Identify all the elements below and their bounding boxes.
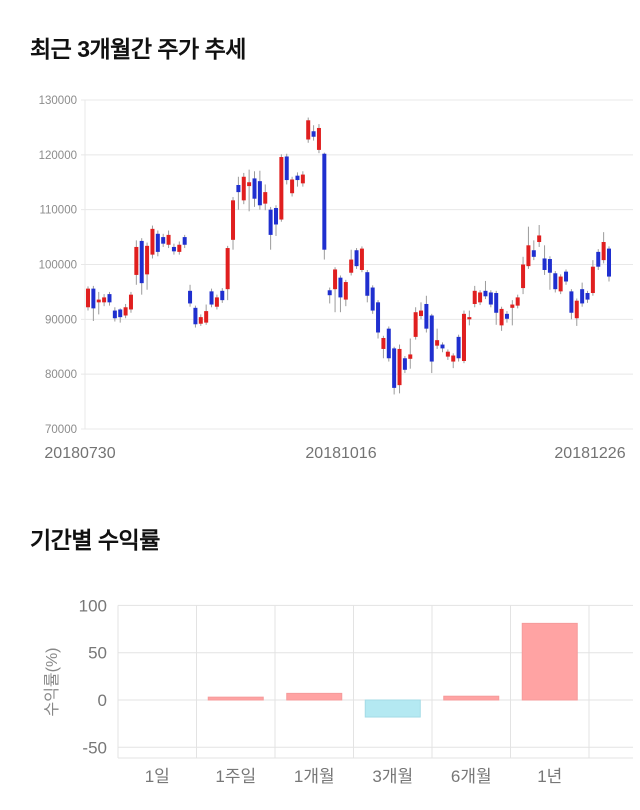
price-chart-title: 최근 3개월간 주가 추세 (30, 36, 246, 62)
svg-text:1개월: 1개월 (294, 767, 335, 786)
svg-text:수익률(%): 수익률(%) (43, 647, 61, 716)
svg-text:1일: 1일 (145, 767, 170, 786)
svg-text:90000: 90000 (45, 314, 77, 326)
svg-text:70000: 70000 (45, 424, 77, 436)
returns-bar-chart: 100 50 0 -50 1일 1주일 1개월 3개월 6개월 1년 수익률(%) (43, 596, 633, 786)
svg-text:-50: -50 (82, 738, 107, 757)
svg-text:130000: 130000 (39, 95, 77, 107)
svg-text:110000: 110000 (39, 205, 77, 217)
svg-text:3개월: 3개월 (372, 767, 413, 786)
svg-text:0: 0 (98, 691, 107, 710)
svg-text:1년: 1년 (537, 767, 562, 786)
svg-text:20181226: 20181226 (554, 445, 625, 462)
svg-text:50: 50 (88, 644, 107, 663)
svg-text:20180730: 20180730 (44, 445, 115, 462)
svg-text:120000: 120000 (39, 150, 77, 162)
svg-text:1주일: 1주일 (215, 767, 256, 786)
svg-text:100000: 100000 (39, 260, 77, 272)
svg-text:6개월: 6개월 (451, 767, 492, 786)
svg-text:80000: 80000 (45, 369, 77, 381)
price-candlestick-chart: 130000 120000 110000 100000 90000 80000 70000 2… (39, 95, 633, 462)
returns-chart-title: 기간별 수익률 (30, 527, 160, 553)
svg-text:20181016: 20181016 (305, 445, 376, 462)
svg-text:100: 100 (79, 596, 107, 615)
